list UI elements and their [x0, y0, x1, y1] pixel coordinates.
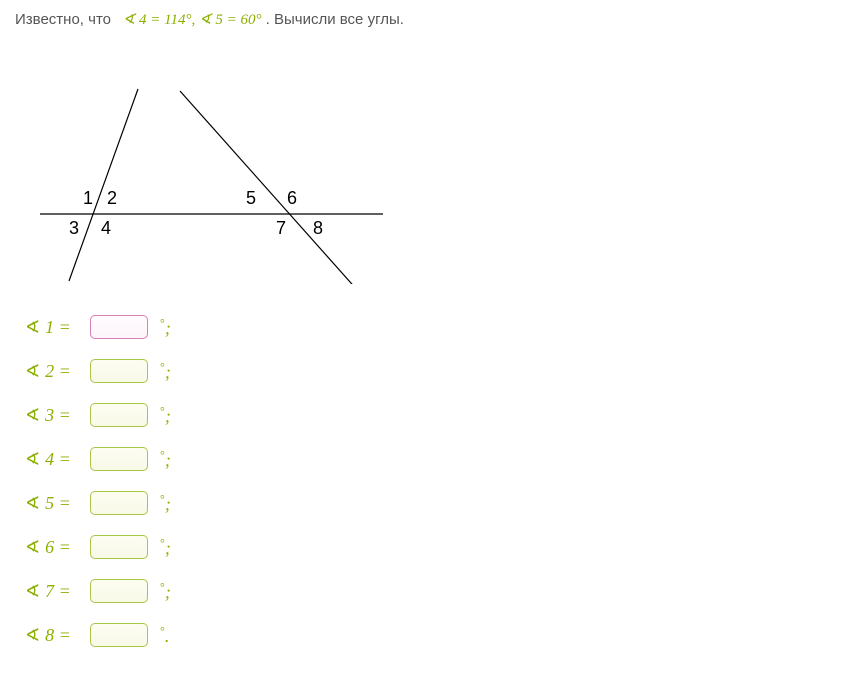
- diagram-svg: 1 2 3 4 5 6 7 8: [25, 49, 385, 284]
- answer-row-7: ∢7 = °;: [25, 578, 832, 604]
- given-angles: ∢ 4 = 114°, ∢ 5 = 60°: [115, 12, 261, 28]
- degree-suffix-5: °;: [160, 492, 171, 515]
- answer-row-4: ∢4 = °;: [25, 446, 832, 472]
- degree-suffix-7: °;: [160, 580, 171, 603]
- left-transversal: [69, 89, 138, 281]
- angle-label-4: 4: [101, 218, 111, 238]
- answer-label-4: ∢4 =: [25, 449, 90, 470]
- degree-suffix-1: °;: [160, 316, 171, 339]
- problem-statement: Известно, что ∢ 4 = 114°, ∢ 5 = 60° . Вы…: [15, 10, 832, 29]
- degree-suffix-3: °;: [160, 404, 171, 427]
- answer-input-4[interactable]: [90, 447, 148, 471]
- answer-row-3: ∢3 = °;: [25, 402, 832, 428]
- answer-input-5[interactable]: [90, 491, 148, 515]
- degree-suffix-4: °;: [160, 448, 171, 471]
- answer-input-3[interactable]: [90, 403, 148, 427]
- answer-row-1: ∢1 = °;: [25, 314, 832, 340]
- answer-section: ∢1 = °; ∢2 = °; ∢3 = °; ∢4 = °; ∢5 = °; …: [25, 314, 832, 648]
- answer-input-1[interactable]: [90, 315, 148, 339]
- answer-label-7: ∢7 =: [25, 581, 90, 602]
- answer-label-6: ∢6 =: [25, 537, 90, 558]
- answer-row-5: ∢5 = °;: [25, 490, 832, 516]
- geometry-diagram: 1 2 3 4 5 6 7 8: [25, 49, 832, 289]
- answer-label-3: ∢3 =: [25, 405, 90, 426]
- answer-label-2: ∢2 =: [25, 361, 90, 382]
- answer-row-2: ∢2 = °;: [25, 358, 832, 384]
- answer-label-1: ∢1 =: [25, 317, 90, 338]
- angle-label-7: 7: [276, 218, 286, 238]
- right-transversal: [180, 91, 367, 284]
- problem-prefix: Известно, что: [15, 11, 111, 28]
- angle-label-5: 5: [246, 188, 256, 208]
- answer-input-2[interactable]: [90, 359, 148, 383]
- answer-row-6: ∢6 = °;: [25, 534, 832, 560]
- angle-label-6: 6: [287, 188, 297, 208]
- angle-label-8: 8: [313, 218, 323, 238]
- angle-label-1: 1: [83, 188, 93, 208]
- answer-input-8[interactable]: [90, 623, 148, 647]
- angle-label-3: 3: [69, 218, 79, 238]
- degree-suffix-6: °;: [160, 536, 171, 559]
- answer-row-8: ∢8 = °.: [25, 622, 832, 648]
- degree-suffix-8: °.: [160, 624, 169, 647]
- answer-label-5: ∢5 =: [25, 493, 90, 514]
- degree-suffix-2: °;: [160, 360, 171, 383]
- answer-label-8: ∢8 =: [25, 625, 90, 646]
- answer-input-6[interactable]: [90, 535, 148, 559]
- answer-input-7[interactable]: [90, 579, 148, 603]
- problem-suffix: . Вычисли все углы.: [266, 11, 404, 28]
- angle-label-2: 2: [107, 188, 117, 208]
